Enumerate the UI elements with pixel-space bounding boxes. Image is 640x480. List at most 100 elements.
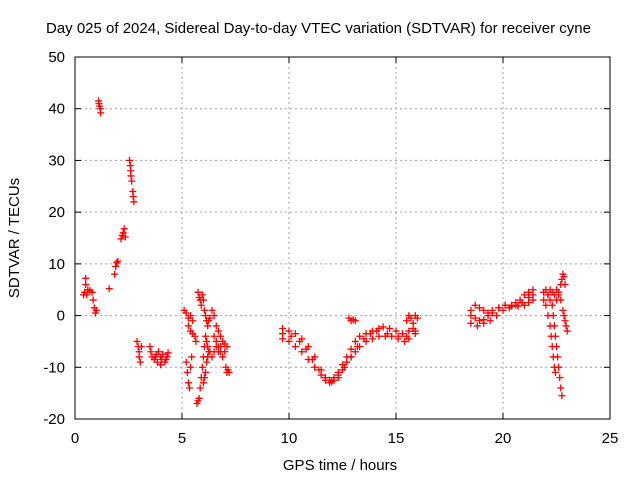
data-point: [493, 312, 501, 320]
data-point: [117, 235, 125, 243]
data-point: [291, 330, 299, 338]
data-point: [82, 281, 90, 289]
tick-labels: 0 5 10 15 20 25 -20 -10 0 10 20 30 40 50: [43, 49, 618, 447]
data-point: [484, 312, 492, 320]
data-point: [347, 353, 355, 361]
data-point: [343, 358, 351, 366]
data-point: [182, 309, 190, 317]
data-point: [471, 314, 479, 322]
data-point: [225, 368, 233, 376]
data-point: [208, 353, 216, 361]
data-point: [217, 332, 225, 340]
data-point: [111, 270, 119, 278]
data-point: [309, 356, 317, 364]
data-point: [199, 296, 207, 304]
data-point: [544, 312, 552, 320]
data-point: [392, 327, 400, 335]
data-point: [383, 330, 391, 338]
data-point: [317, 371, 325, 379]
y-tick-label: 50: [48, 49, 65, 66]
data-point: [204, 322, 212, 330]
x-tick-label: 20: [495, 430, 512, 447]
data-point: [499, 306, 507, 314]
data-point: [105, 285, 113, 293]
data-point: [136, 358, 144, 366]
data-point: [373, 327, 381, 335]
data-point: [92, 306, 100, 314]
data-point: [196, 384, 204, 392]
data-point: [154, 348, 162, 356]
data-point: [341, 363, 349, 371]
data-point: [202, 368, 210, 376]
data-point: [473, 322, 481, 330]
data-point: [321, 374, 329, 382]
data-point: [212, 322, 220, 330]
data-point: [488, 309, 496, 317]
data-point: [548, 301, 556, 309]
data-point: [563, 327, 571, 335]
x-tick-label: 5: [178, 430, 186, 447]
data-point: [403, 317, 411, 325]
data-points: [80, 97, 571, 407]
data-point: [219, 353, 227, 361]
data-point: [334, 374, 342, 382]
data-point: [83, 291, 91, 299]
data-point: [547, 332, 555, 340]
data-point: [549, 353, 557, 361]
data-point: [199, 379, 207, 387]
data-point: [512, 301, 520, 309]
data-point: [287, 332, 295, 340]
data-point: [214, 327, 222, 335]
data-point: [200, 374, 208, 382]
y-axis-label: SDTVAR / TECUs: [6, 178, 23, 298]
data-point: [486, 317, 494, 325]
data-point: [520, 291, 528, 299]
data-point: [315, 366, 323, 374]
data-point: [480, 306, 488, 314]
data-point: [557, 384, 565, 392]
data-point: [192, 337, 200, 345]
data-point: [210, 332, 218, 340]
data-point: [146, 343, 154, 351]
data-point: [561, 281, 569, 289]
data-point: [550, 363, 558, 371]
y-tick-label: 40: [48, 101, 65, 118]
data-point: [351, 337, 359, 345]
data-point: [555, 288, 563, 296]
data-point: [120, 225, 128, 233]
data-point: [525, 293, 533, 301]
data-point: [195, 394, 203, 402]
data-point: [112, 262, 120, 270]
data-point: [411, 327, 419, 335]
data-point: [210, 312, 218, 320]
data-point: [551, 368, 559, 376]
data-point: [518, 299, 526, 307]
data-point: [356, 332, 364, 340]
data-point: [475, 317, 483, 325]
data-point: [475, 304, 483, 312]
data-point: [135, 353, 143, 361]
data-point: [546, 322, 554, 330]
data-point: [548, 343, 556, 351]
data-point: [157, 361, 165, 369]
data-point: [546, 296, 554, 304]
data-point: [553, 296, 560, 304]
y-tick-label: 0: [57, 308, 65, 325]
data-point: [360, 335, 368, 343]
data-point: [495, 304, 503, 312]
data-point: [379, 323, 387, 331]
data-point: [182, 358, 190, 366]
data-point: [203, 358, 211, 366]
data-point: [119, 229, 127, 237]
data-point: [147, 348, 155, 356]
data-point: [480, 319, 488, 327]
data-point: [198, 363, 206, 371]
data-point: [351, 348, 359, 356]
data-point: [187, 312, 195, 320]
data-point: [529, 291, 537, 299]
data-point: [202, 332, 210, 340]
data-point: [559, 306, 567, 314]
data-point: [214, 343, 222, 351]
data-point: [394, 332, 402, 340]
